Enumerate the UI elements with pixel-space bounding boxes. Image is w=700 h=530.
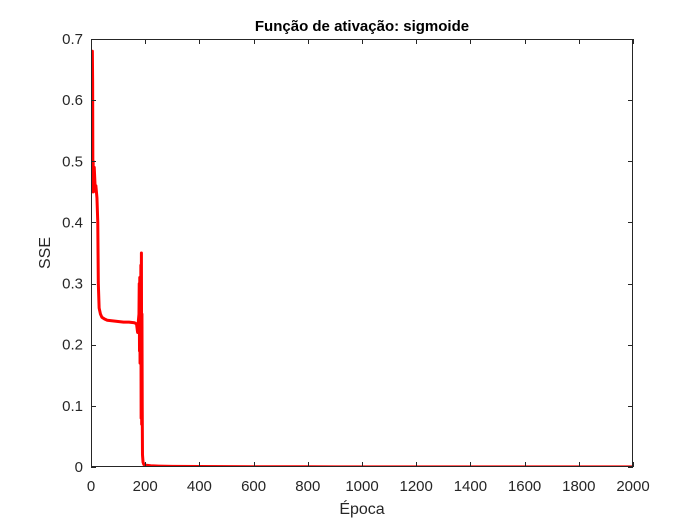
y-tick-label: 0.2: [62, 337, 83, 354]
y-tick-label: 0.7: [62, 31, 83, 48]
y-tick-label: 0.5: [62, 153, 83, 170]
x-tick-label: 1000: [345, 478, 378, 495]
x-axis-label: Época: [339, 499, 384, 518]
y-tick-label: 0.3: [62, 276, 83, 293]
x-tick-label: 2000: [616, 478, 649, 495]
x-tick-label: 0: [87, 478, 95, 495]
x-tick-label: 800: [295, 478, 320, 495]
x-tick-label: 200: [133, 478, 158, 495]
axes-layer: [91, 39, 634, 468]
tick-labels: 0 200 400 600 800 1000 1200 1400 1600 1800 2000 0 0.…: [62, 31, 650, 495]
y-tick-label: 0.4: [62, 214, 83, 231]
y-tick-label: 0: [75, 459, 83, 476]
y-tick-label: 0.1: [62, 398, 83, 415]
x-tick-label: 600: [241, 478, 266, 495]
y-axis-label: SSE: [37, 237, 54, 269]
plot-area: [91, 39, 633, 467]
chart-title: Função de ativação: sigmoide: [255, 18, 469, 35]
x-tick-label: 400: [187, 478, 212, 495]
x-tick-label: 1400: [454, 478, 487, 495]
x-tick-label: 1800: [562, 478, 595, 495]
y-tick-label: 0.6: [62, 92, 83, 109]
x-tick-label: 1600: [508, 478, 541, 495]
x-tick-label: 1200: [400, 478, 433, 495]
